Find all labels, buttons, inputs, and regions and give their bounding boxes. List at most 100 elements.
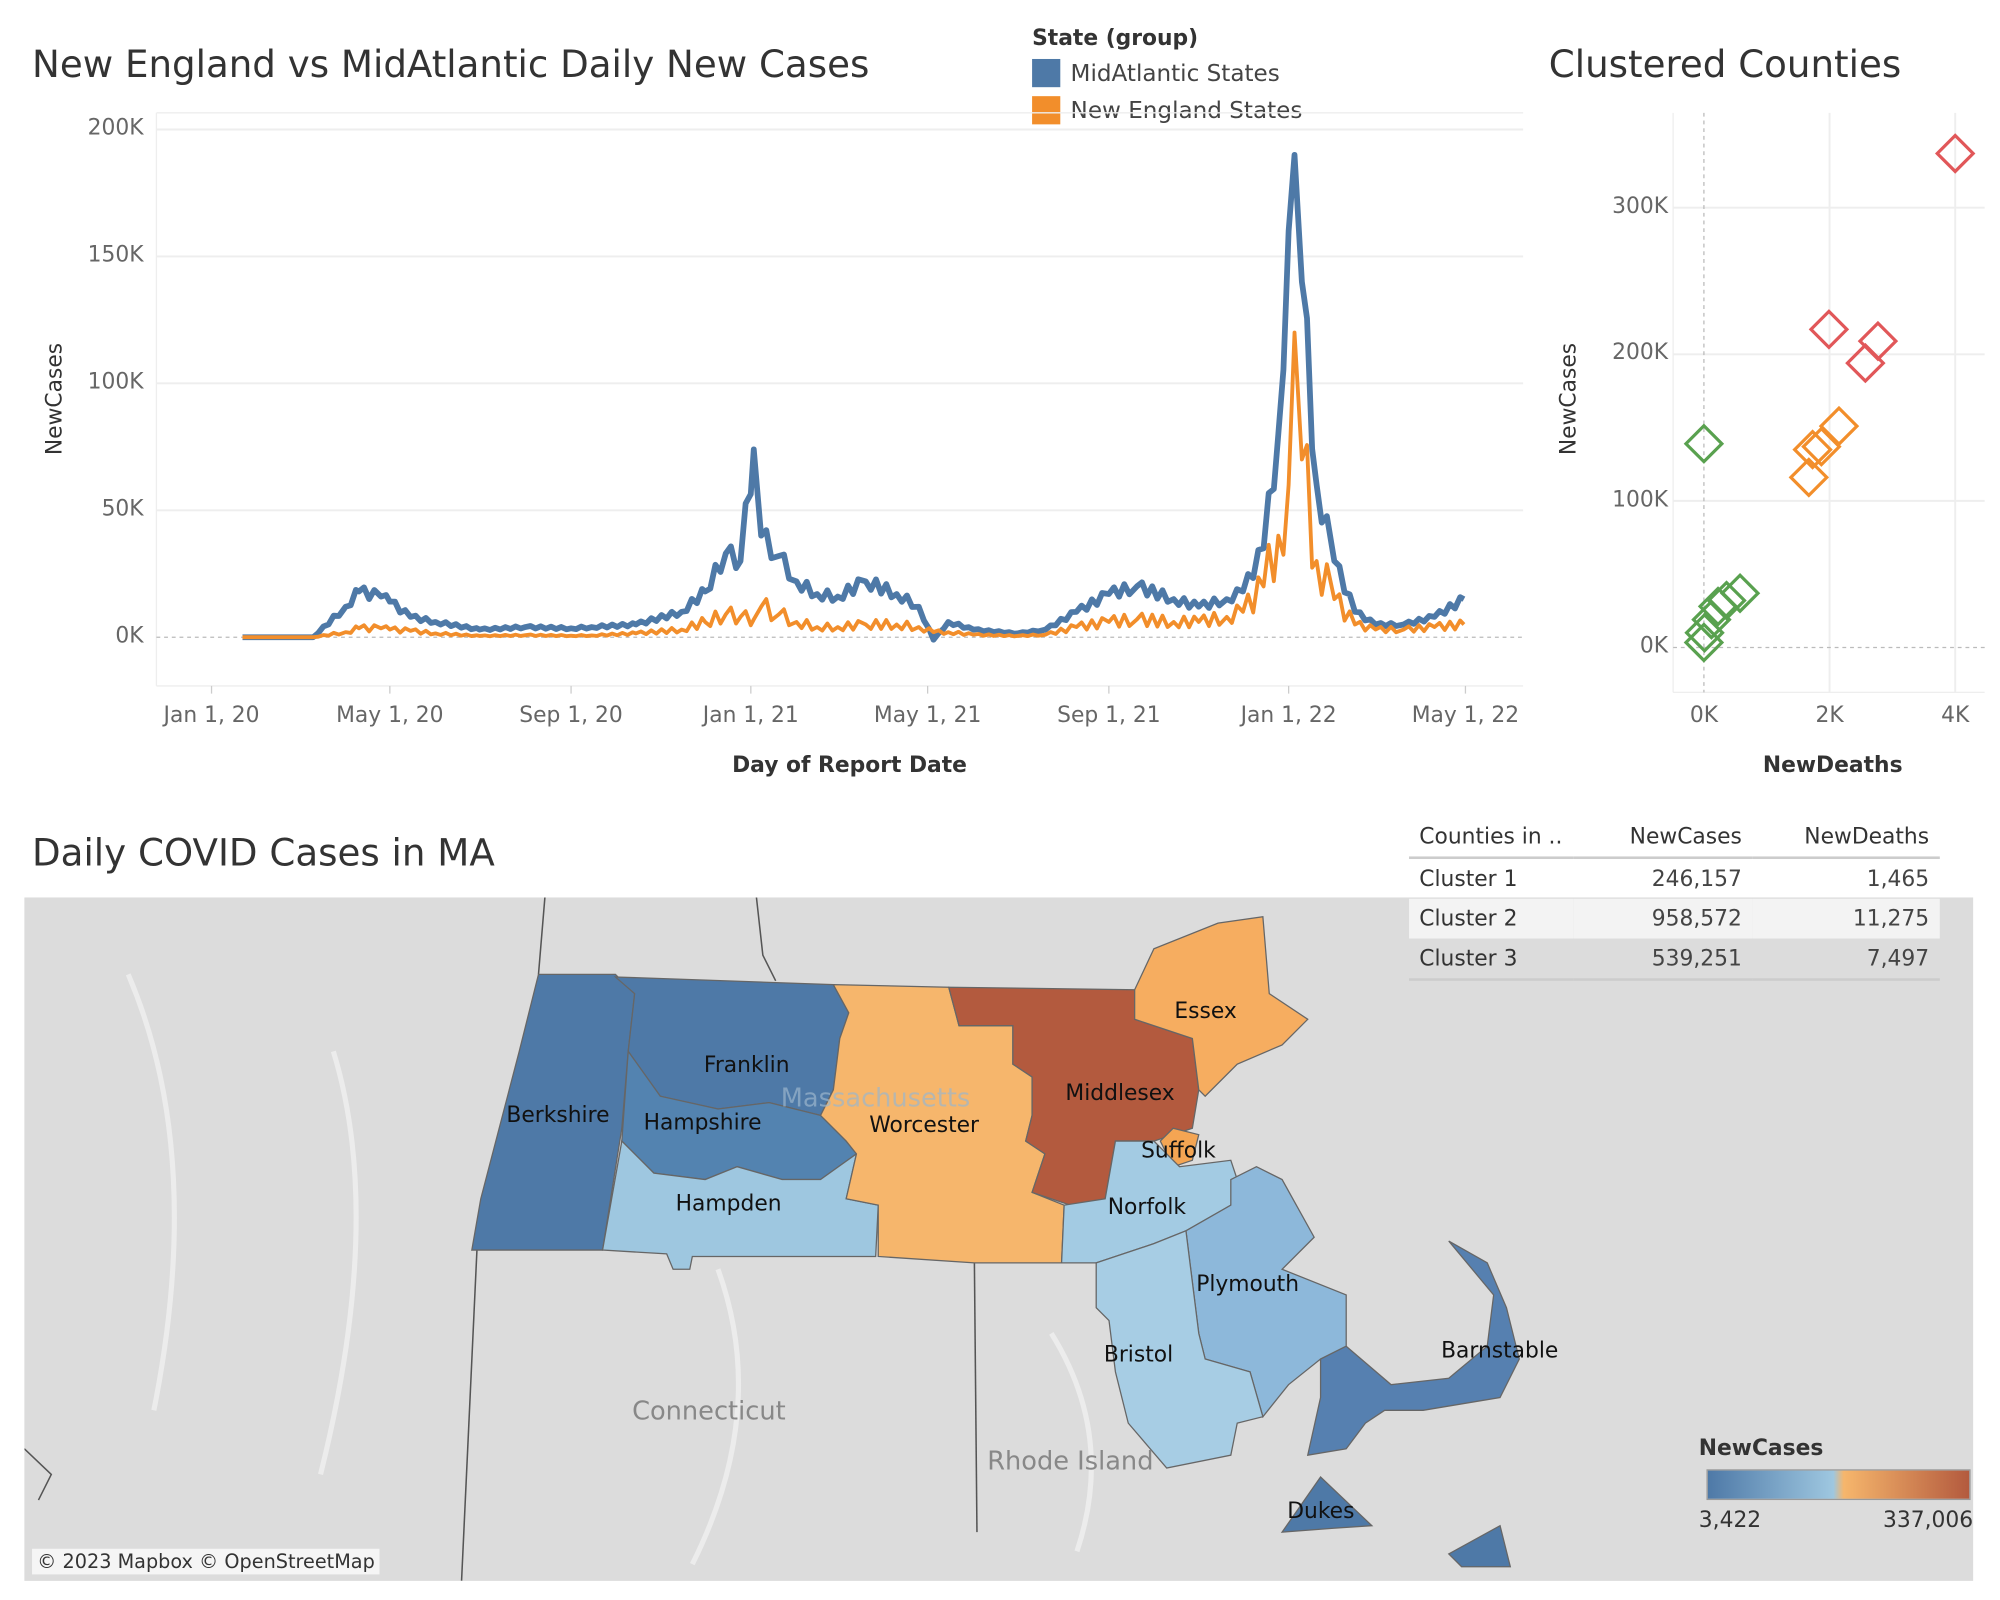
cluster-deaths: 1,465 (1866, 866, 1930, 892)
y-tick-label: 100K (87, 369, 144, 395)
y-tick-label: 100K (1612, 486, 1669, 513)
legend-swatch-midatlantic (1032, 58, 1061, 88)
state-label-massachusetts: Massachusetts (780, 1082, 971, 1113)
table-header-row: Counties in .. NewCases NewDeaths (1409, 816, 1940, 860)
scatter-point[interactable] (1792, 429, 1833, 470)
county-dukes[interactable] (1280, 1476, 1374, 1533)
state-border (755, 897, 777, 982)
line-x-axis-label: Day of Report Date (732, 752, 967, 779)
header-newcases[interactable]: NewCases (1572, 816, 1753, 860)
legend-swatch-newengland (1032, 96, 1061, 125)
county-label-bristol: Bristol (1103, 1342, 1174, 1369)
map-title: Daily COVID Cases in MA (32, 830, 495, 875)
cluster-name: Cluster 2 (1409, 898, 1573, 939)
map[interactable]: Massachusetts Connecticut Rhode Island B… (24, 897, 1974, 1581)
cluster-table: Counties in .. NewCases NewDeaths Cluste… (1409, 816, 1940, 981)
series-line-new-england[interactable] (242, 330, 1466, 640)
color-legend-max: 337,006 (1883, 1507, 1974, 1534)
cluster-name: Cluster 3 (1419, 945, 1518, 972)
x-tick-label: Sep 1, 20 (519, 702, 623, 729)
x-tick-label: 2K (1815, 702, 1844, 729)
y-tick-label: 0K (115, 623, 144, 649)
scatter-point[interactable] (1818, 405, 1860, 447)
state-border (24, 1448, 53, 1501)
x-tick-label: 4K (1941, 702, 1970, 729)
county-label-norfolk: Norfolk (1107, 1194, 1187, 1221)
legend-item-newengland[interactable]: New England States (1032, 96, 1303, 125)
county-label-essex: Essex (1174, 998, 1237, 1025)
line-chart-title: New England vs MidAtlantic Daily New Cas… (32, 42, 870, 86)
county-label-plymouth: Plymouth (1196, 1271, 1300, 1298)
map-attribution[interactable]: © 2023 Mapbox © OpenStreetMap (32, 1548, 380, 1575)
county-essex[interactable] (1134, 915, 1309, 1098)
county-label-berkshire: Berkshire (506, 1102, 610, 1129)
state-label-connecticut: Connecticut (632, 1394, 786, 1426)
county-label-hampden: Hampden (675, 1191, 782, 1217)
scatter-point[interactable] (1808, 309, 1850, 350)
legend-label-midatlantic: MidAtlantic States (1070, 59, 1280, 87)
cluster-cases: 958,572 (1572, 898, 1753, 939)
scatter-point[interactable] (1934, 133, 1976, 174)
state-border (460, 1250, 478, 1581)
county-label-franklin: Franklin (703, 1052, 790, 1079)
x-tick-label: 0K (1689, 702, 1718, 729)
x-tick-label: May 1, 22 (1411, 702, 1520, 729)
county-label-barnstable: Barnstable (1441, 1338, 1559, 1365)
legend-item-midatlantic[interactable]: MidAtlantic States (1032, 58, 1302, 88)
cluster-deaths: 11,275 (1752, 898, 1940, 939)
county-label-middlesex: Middlesex (1065, 1080, 1175, 1107)
legend-title: State (group) (1032, 25, 1199, 52)
y-tick-label: 150K (87, 242, 144, 268)
cluster-deaths: 7,497 (1866, 945, 1930, 972)
scatter-point[interactable] (1719, 573, 1761, 614)
series-line-midatlantic[interactable] (242, 151, 1466, 643)
legend-label-newengland: New England States (1070, 96, 1303, 124)
table-row[interactable]: Cluster 1 246,157 1,465 (1409, 858, 1939, 899)
county-label-dukes: Dukes (1287, 1498, 1355, 1525)
county-nantucket[interactable] (1447, 1524, 1512, 1568)
header-counties[interactable]: Counties in .. (1409, 816, 1573, 860)
x-tick-label: May 1, 20 (336, 702, 444, 729)
county-bristol[interactable] (1095, 1229, 1264, 1469)
state-label-rhode-island: Rhode Island (987, 1444, 1154, 1476)
y-tick-label: 200K (1612, 340, 1669, 366)
color-legend-gradient (1706, 1469, 1971, 1501)
table-row[interactable]: Cluster 2 958,572 11,275 (1409, 898, 1940, 939)
x-tick-label: Jan 1, 20 (163, 702, 260, 729)
scatter-point[interactable] (1845, 342, 1886, 384)
scatter-x-axis-label: NewDeaths (1762, 752, 1903, 779)
scatter-point[interactable] (1683, 622, 1725, 663)
scatter-point[interactable] (1788, 457, 1830, 498)
header-newdeaths[interactable]: NewDeaths (1752, 816, 1940, 860)
table-row[interactable]: Cluster 3 539,251 7,497 (1409, 938, 1940, 980)
scatter-point[interactable] (1691, 599, 1732, 640)
county-label-hampshire: Hampshire (643, 1110, 762, 1136)
map-rivers (125, 973, 1094, 1566)
scatter-y-axis-label: NewCases (1556, 342, 1583, 456)
county-label-worcester: Worcester (869, 1112, 980, 1139)
x-tick-label: Jan 1, 22 (1240, 702, 1337, 729)
cluster-cases: 539,251 (1651, 945, 1742, 972)
scatter-chart (1672, 112, 1985, 693)
y-tick-label: 50K (101, 496, 144, 522)
scatter-point[interactable] (1684, 612, 1725, 654)
state-border (973, 1262, 978, 1533)
scatter-point[interactable] (1801, 426, 1842, 467)
scatter-point[interactable] (1697, 586, 1739, 627)
x-tick-label: Sep 1, 21 (1057, 702, 1161, 729)
cluster-cases: 246,157 (1651, 866, 1742, 892)
cluster-name: Cluster 1 (1419, 866, 1518, 892)
map-svg (24, 897, 1974, 1581)
y-tick-label: 200K (87, 115, 144, 142)
county-barnstable[interactable] (1306, 1240, 1520, 1456)
state-border (537, 897, 546, 975)
x-tick-label: Jan 1, 21 (702, 702, 799, 729)
x-tick-label: May 1, 21 (873, 702, 982, 729)
scatter-title: Clustered Counties (1548, 42, 1902, 86)
y-tick-label: 300K (1612, 193, 1669, 220)
scatter-point[interactable] (1683, 423, 1725, 464)
color-legend-title: NewCases (1698, 1435, 1824, 1462)
color-legend-min: 3,422 (1698, 1507, 1762, 1534)
line-chart (155, 112, 1524, 694)
